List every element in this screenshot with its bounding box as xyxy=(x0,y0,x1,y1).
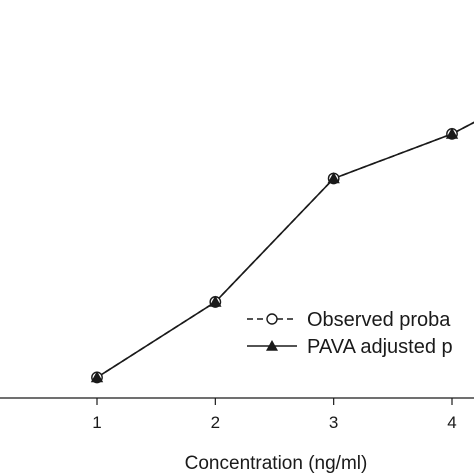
x-tick-label-3: 3 xyxy=(329,413,338,432)
series-1-point-2 xyxy=(327,172,340,184)
legend-marker-pava xyxy=(266,340,278,351)
legend: Observed proba PAVA adjusted p xyxy=(247,309,453,358)
legend-label-pava: PAVA adjusted p xyxy=(307,336,453,358)
legend-marker-observed xyxy=(266,313,278,325)
legend-item-pava: PAVA adjusted p xyxy=(247,336,453,358)
series-1-point-3 xyxy=(445,127,459,139)
series-1-point-1 xyxy=(209,295,222,307)
x-tick-label-1: 1 xyxy=(92,413,101,432)
series-line-1 xyxy=(96,121,474,379)
legend-item-observed: Observed proba xyxy=(247,309,451,331)
x-axis-ticks: 1 2 3 4 xyxy=(92,398,457,432)
series-1-point-0 xyxy=(90,371,104,383)
x-tick-label-4: 4 xyxy=(447,413,456,432)
series-line-0 xyxy=(96,121,474,379)
legend-label-observed: Observed proba xyxy=(307,309,451,331)
x-axis-title: Concentration (ng/ml) xyxy=(185,453,368,474)
x-tick-label-2: 2 xyxy=(211,413,220,432)
plot-area xyxy=(90,121,474,384)
